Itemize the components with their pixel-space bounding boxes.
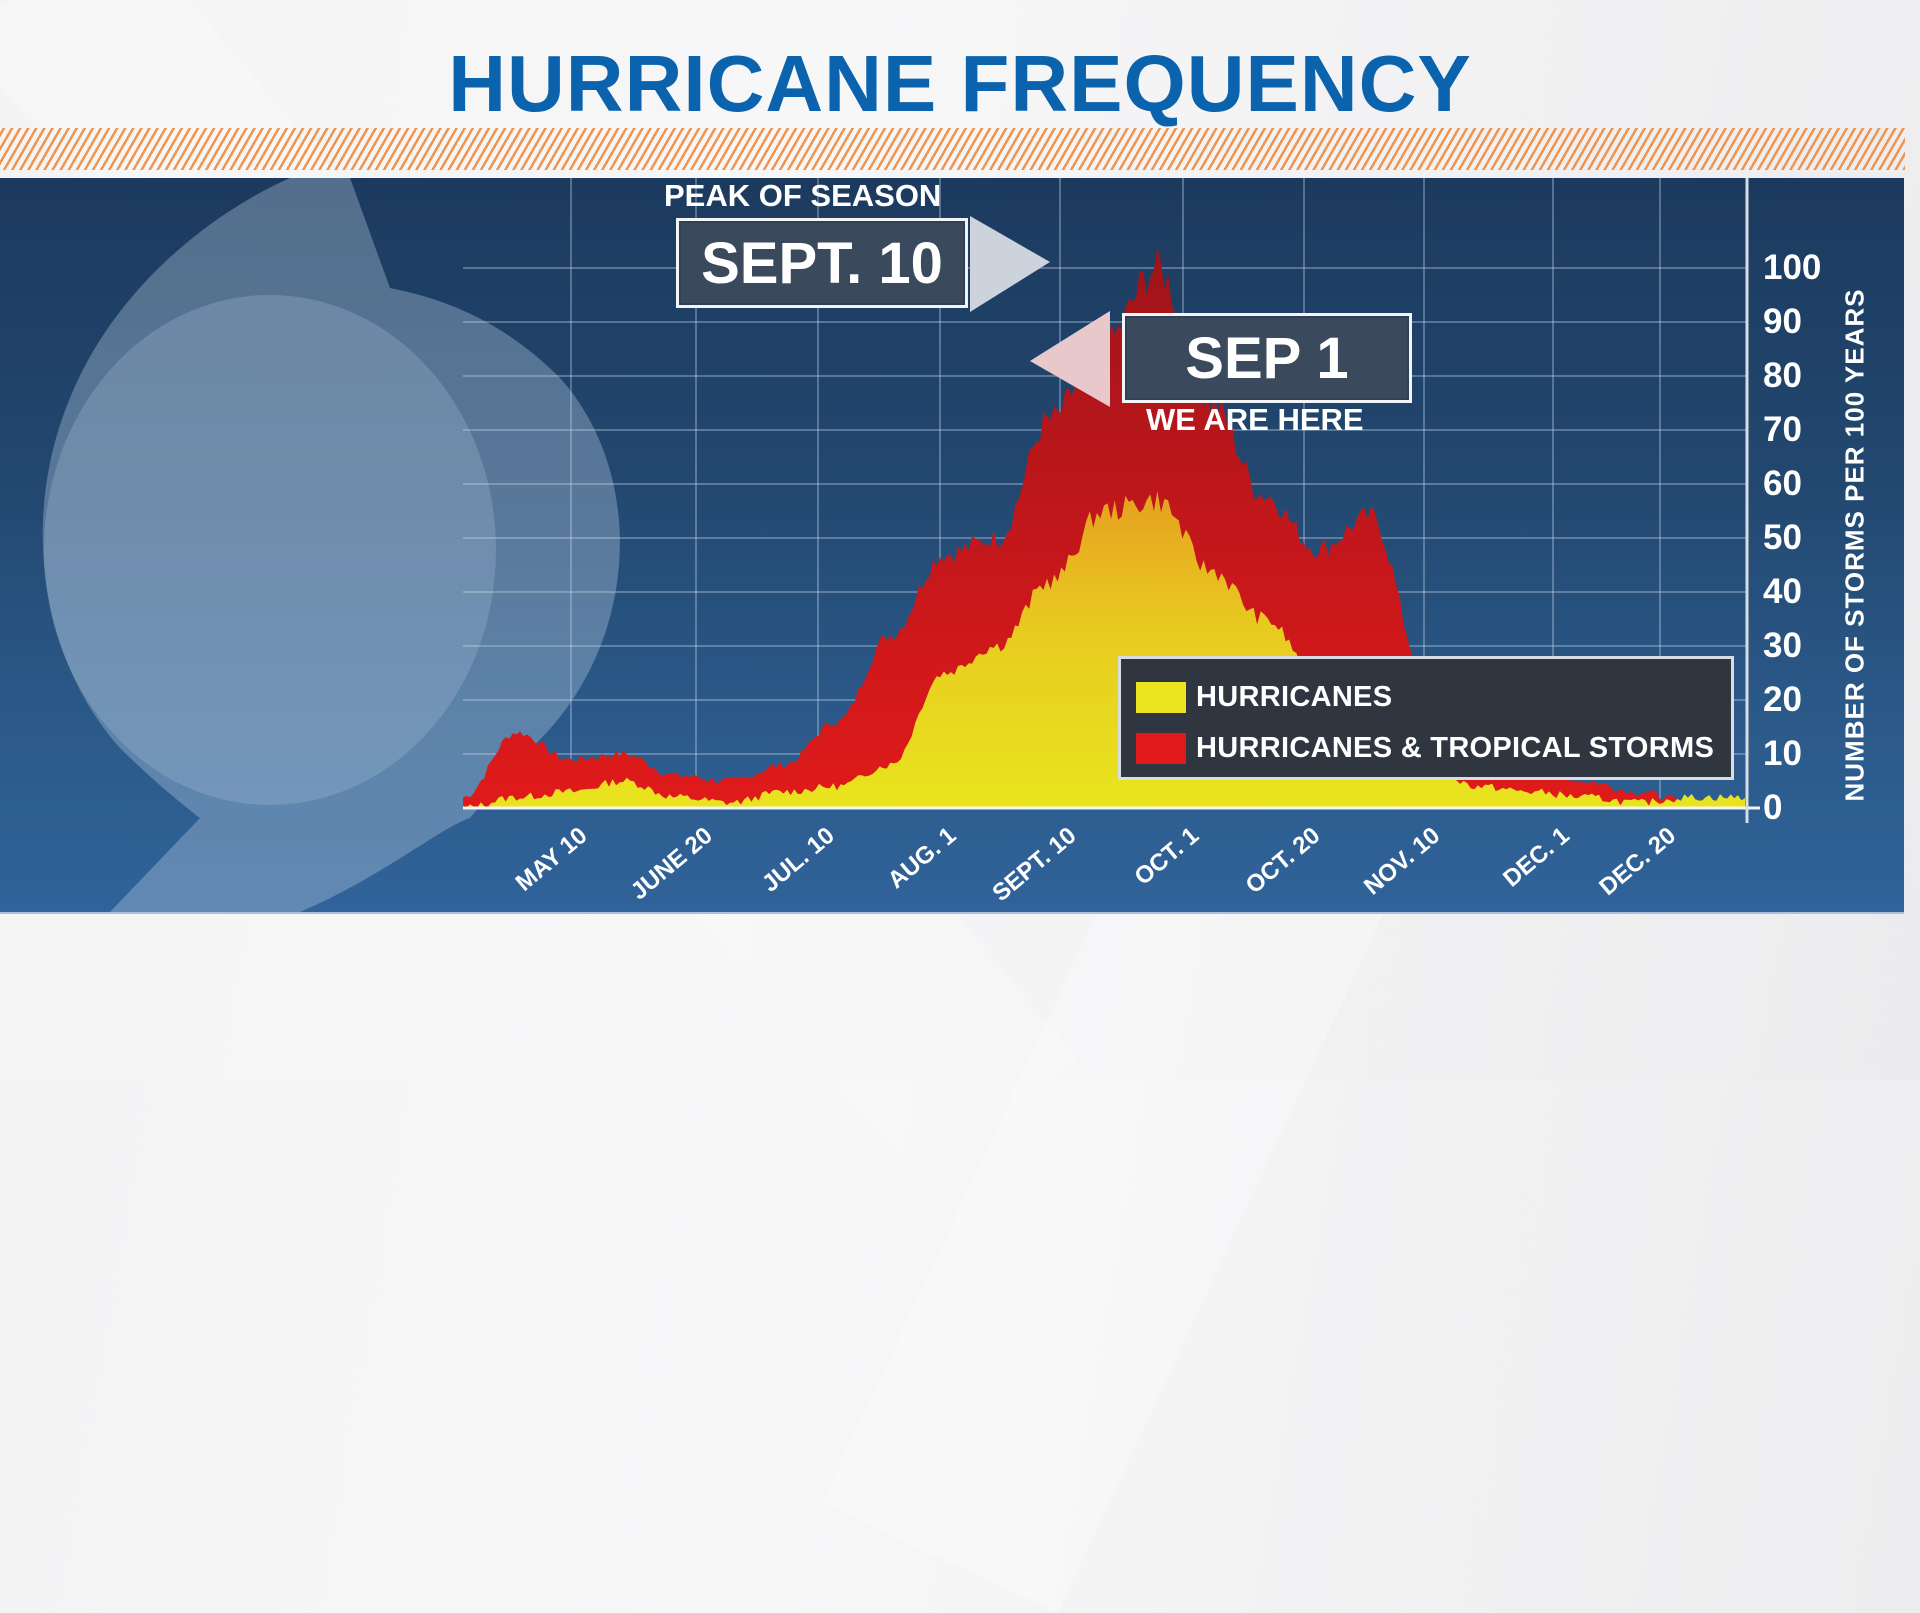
legend-item-hurricanes: HURRICANES <box>1136 681 1392 714</box>
peak-pointer-arrow-icon <box>970 216 1050 312</box>
panel-bottom-edge <box>0 912 1904 914</box>
legend-item-hurricanes-and-tropical-storms: HURRICANES & TROPICAL STORMS <box>1136 732 1714 765</box>
y-tick-label: 10 <box>1763 734 1802 773</box>
y-tick-label: 100 <box>1763 248 1822 287</box>
current-date-box: SEP 1 <box>1122 313 1412 403</box>
y-axis-title: NUMBER OF STORMS PER 100 YEARS <box>1839 288 1870 802</box>
y-tick-label: 20 <box>1763 680 1802 719</box>
current-date-text: SEP 1 <box>1185 325 1349 391</box>
current-pointer-arrow-icon <box>1030 311 1110 407</box>
y-tick-label: 50 <box>1763 518 1802 557</box>
y-tick-label: 40 <box>1763 572 1802 611</box>
current-caption: WE ARE HERE <box>1146 402 1364 437</box>
y-tick-label: 60 <box>1763 464 1802 503</box>
y-tick-label: 30 <box>1763 626 1802 665</box>
y-tick-label: 0 <box>1763 788 1783 827</box>
peak-caption: PEAK OF SEASON <box>664 178 942 213</box>
hurricane-symbol-icon <box>42 178 620 912</box>
legend-label: HURRICANES & TROPICAL STORMS <box>1196 732 1715 764</box>
decorative-stripe-band <box>0 128 1905 170</box>
y-tick-label: 70 <box>1763 410 1802 449</box>
chart-panel: 0 10 20 30 40 50 60 70 80 90 100 NUMBER OF STORMS … <box>0 178 1904 912</box>
page-title: HURRICANE FREQUENCY <box>448 39 1472 128</box>
y-tick-label: 80 <box>1763 356 1802 395</box>
peak-date-text: SEPT. 10 <box>701 230 943 296</box>
legend-label: HURRICANES <box>1196 681 1393 713</box>
legend-swatch-yellow <box>1136 682 1186 713</box>
chart-legend: HURRICANES HURRICANES & TROPICAL STORMS <box>1118 656 1734 780</box>
peak-date-box: SEPT. 10 <box>676 218 968 308</box>
series-hurricanes <box>463 491 1745 808</box>
legend-swatch-red <box>1136 733 1186 764</box>
y-tick-label: 90 <box>1763 302 1802 341</box>
